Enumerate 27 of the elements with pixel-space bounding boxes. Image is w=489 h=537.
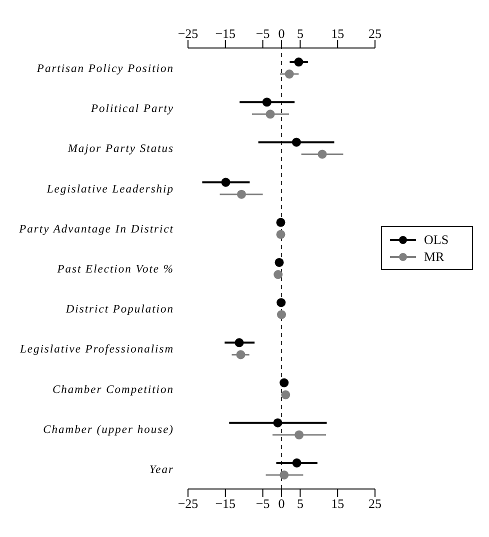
y-tick-label: Year — [149, 464, 174, 476]
legend-label: OLS — [424, 231, 449, 248]
y-tick-label: Legislative Leadership — [46, 183, 174, 196]
y-tick-label: Chamber (upper house) — [43, 424, 174, 436]
y-tick-label: Past Election Vote % — [56, 264, 174, 276]
x2-tick-label: 25 — [368, 26, 382, 41]
x-tick-label: −15 — [215, 496, 236, 512]
y-tick-label: Major Party Status — [66, 143, 174, 156]
x-tick-label: 25 — [368, 496, 382, 512]
legend-label: MR — [424, 248, 444, 265]
y-tick-label: Chamber Competition — [52, 384, 174, 396]
x2-tick-label: −25 — [178, 26, 198, 41]
x-tick-label: −5 — [256, 496, 270, 512]
y-tick-label: Political Party — [90, 103, 174, 116]
y-tick-label: Partisan Policy Position — [36, 63, 174, 76]
x2-tick-label: 15 — [331, 26, 344, 41]
y-tick-label: Legislative Professionalism — [18, 344, 174, 356]
x2-tick-label: 0 — [278, 26, 285, 41]
x-tick-label: 5 — [296, 496, 304, 512]
x2-tick-label: −5 — [256, 26, 270, 41]
x2-tick-label: −15 — [215, 26, 236, 41]
y-tick-label: Party Advantage In District — [18, 223, 174, 236]
x-tick-label: 0 — [278, 496, 285, 512]
x-tick-label: −25 — [178, 496, 198, 512]
x2-tick-label: 5 — [296, 26, 304, 41]
x-tick-label: 15 — [331, 496, 344, 512]
y-tick-label: District Population — [64, 304, 174, 316]
